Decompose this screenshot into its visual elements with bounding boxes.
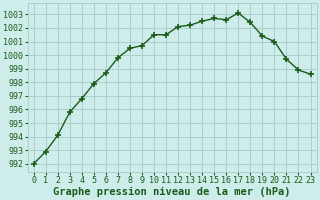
X-axis label: Graphe pression niveau de la mer (hPa): Graphe pression niveau de la mer (hPa) xyxy=(53,186,291,197)
